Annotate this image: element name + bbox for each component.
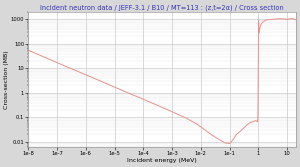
Y-axis label: Cross-section (MB): Cross-section (MB) (4, 50, 9, 109)
Title: Incident neutron data / JEFF-3.1 / B10 / MT=113 : (z,t=2α) / Cross section: Incident neutron data / JEFF-3.1 / B10 /… (40, 4, 284, 11)
X-axis label: Incident energy (MeV): Incident energy (MeV) (127, 158, 197, 163)
